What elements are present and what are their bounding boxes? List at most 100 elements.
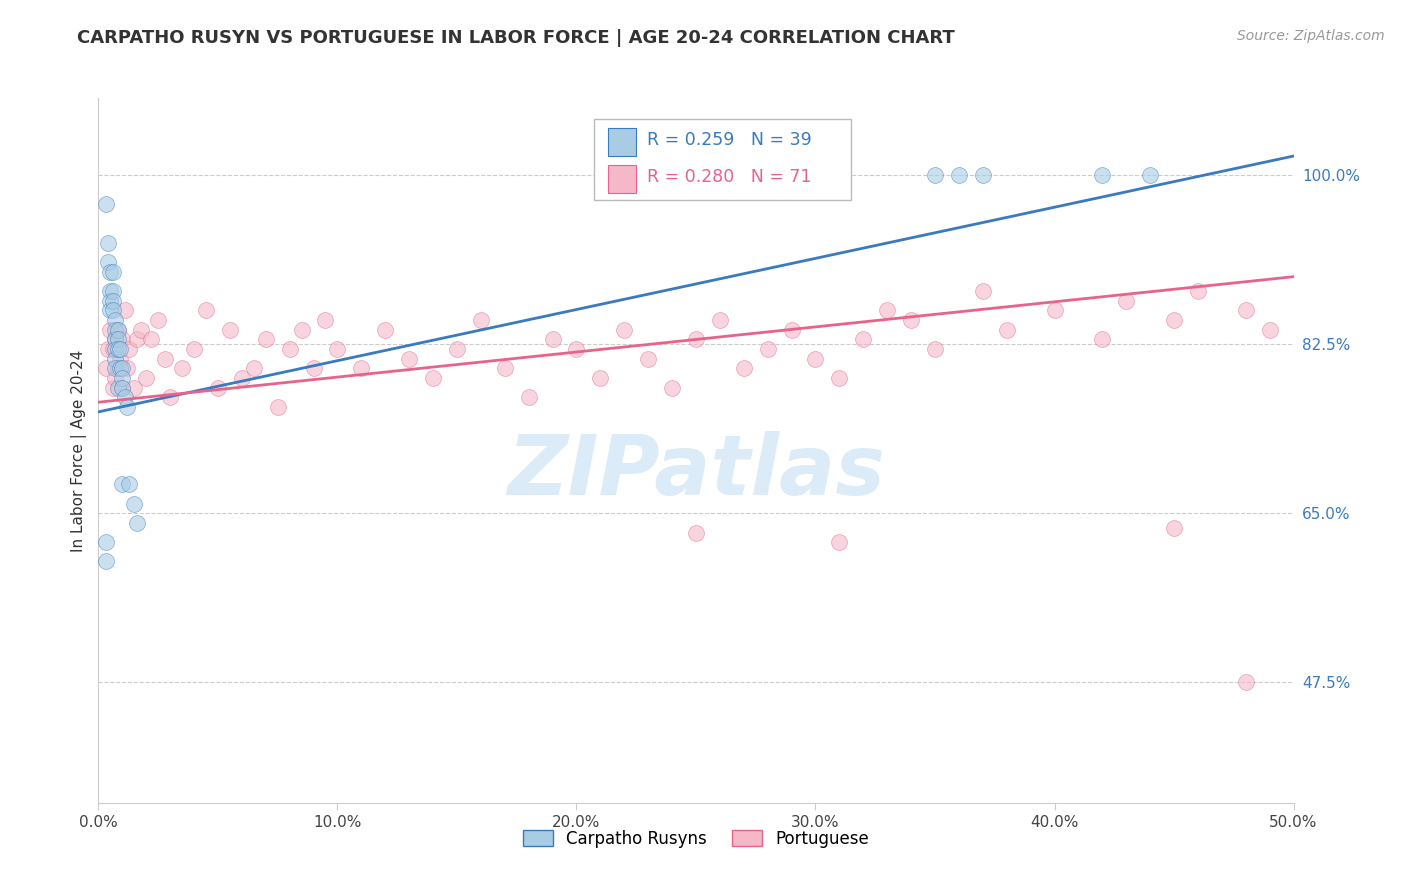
Point — [589, 371, 612, 385]
Text: Source: ZipAtlas.com: Source: ZipAtlas.com — [1237, 29, 1385, 43]
Point — [709, 313, 731, 327]
Point — [118, 477, 141, 491]
Point — [98, 293, 122, 308]
Point — [124, 497, 146, 511]
Point — [101, 265, 124, 279]
Point — [111, 333, 134, 347]
Point — [1163, 521, 1185, 535]
Point — [972, 284, 994, 298]
Point — [900, 313, 922, 327]
Point — [183, 342, 205, 356]
Point — [780, 323, 803, 337]
Point — [1043, 303, 1066, 318]
Point — [1258, 323, 1281, 337]
Point — [118, 342, 141, 356]
Point — [94, 554, 117, 568]
FancyBboxPatch shape — [607, 128, 637, 156]
Point — [98, 303, 122, 318]
Point — [828, 371, 851, 385]
Point — [828, 535, 851, 549]
Point — [852, 333, 875, 347]
Point — [107, 323, 129, 337]
Point — [422, 371, 444, 385]
Point — [101, 303, 124, 318]
Point — [398, 351, 420, 366]
Point — [1091, 169, 1114, 183]
Point — [98, 284, 122, 298]
Point — [111, 371, 134, 385]
Point — [876, 303, 898, 318]
Point — [114, 303, 136, 318]
Point — [98, 323, 122, 337]
Point — [148, 313, 170, 327]
Point — [278, 342, 301, 356]
Point — [291, 323, 314, 337]
Point — [685, 525, 707, 540]
Point — [101, 342, 124, 356]
Point — [315, 313, 337, 327]
Point — [1234, 675, 1257, 690]
Point — [1163, 313, 1185, 327]
Point — [115, 361, 138, 376]
Point — [111, 381, 134, 395]
Point — [159, 390, 181, 404]
Point — [924, 342, 946, 356]
Point — [541, 333, 564, 347]
Point — [107, 381, 129, 395]
Point — [302, 361, 325, 376]
Point — [107, 333, 129, 347]
Point — [350, 361, 373, 376]
Point — [104, 361, 127, 376]
Point — [254, 333, 277, 347]
Point — [446, 342, 468, 356]
Text: CARPATHO RUSYN VS PORTUGUESE IN LABOR FORCE | AGE 20-24 CORRELATION CHART: CARPATHO RUSYN VS PORTUGUESE IN LABOR FO… — [77, 29, 955, 46]
FancyBboxPatch shape — [595, 120, 852, 201]
Point — [104, 371, 127, 385]
Point — [685, 333, 707, 347]
Point — [948, 169, 970, 183]
Text: R = 0.280   N = 71: R = 0.280 N = 71 — [647, 168, 811, 186]
Point — [207, 381, 229, 395]
Point — [104, 333, 127, 347]
Point — [115, 400, 138, 414]
Point — [101, 284, 124, 298]
Point — [108, 361, 131, 376]
Point — [995, 323, 1018, 337]
Point — [125, 333, 148, 347]
Point — [135, 371, 157, 385]
Point — [139, 333, 162, 347]
Point — [108, 342, 131, 356]
Point — [1234, 303, 1257, 318]
Point — [104, 323, 127, 337]
Point — [108, 351, 131, 366]
Point — [374, 323, 396, 337]
Point — [972, 169, 994, 183]
Point — [1091, 333, 1114, 347]
Point — [101, 293, 124, 308]
Point — [131, 323, 153, 337]
Point — [924, 169, 946, 183]
Point — [661, 381, 683, 395]
Point — [104, 351, 127, 366]
Point — [219, 323, 242, 337]
Point — [124, 381, 146, 395]
Point — [125, 516, 148, 530]
Point — [267, 400, 290, 414]
Point — [470, 313, 492, 327]
Point — [114, 390, 136, 404]
Point — [155, 351, 177, 366]
Text: ZIPatlas: ZIPatlas — [508, 431, 884, 512]
Point — [94, 535, 117, 549]
Point — [243, 361, 266, 376]
Point — [1139, 169, 1161, 183]
Point — [111, 361, 134, 376]
Point — [97, 235, 120, 250]
Point — [101, 381, 124, 395]
Point — [107, 342, 129, 356]
Point — [104, 313, 127, 327]
Point — [494, 361, 516, 376]
Point — [804, 351, 827, 366]
Point — [111, 381, 134, 395]
Point — [637, 351, 659, 366]
Point — [97, 342, 120, 356]
